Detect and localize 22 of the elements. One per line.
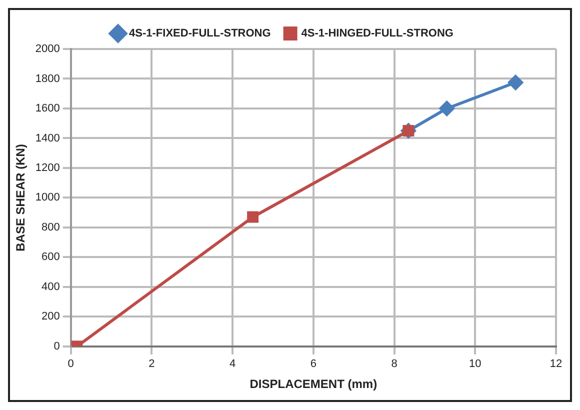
x-tick-label: 10 [469,358,482,370]
x-tick-label: 12 [550,358,562,370]
legend-label: 4S-1-HINGED-FULL-STRONG [301,28,454,40]
x-tick-label: 4 [230,358,236,370]
y-tick-label: 800 [42,221,60,234]
x-axis-title: DISPLACEMENT (mm) [250,377,378,392]
y-tick-label: 1600 [35,102,60,115]
y-tick-label: 600 [42,251,60,264]
y-tick-label: 2000 [35,43,60,56]
y-tick-label: 400 [42,280,60,293]
y-tick-label: 1800 [35,72,60,85]
y-tick-label: 1000 [35,192,60,204]
x-tick-label: 8 [391,358,398,370]
x-tick-label: 6 [310,358,316,370]
y-axis-title: BASE SHEAR (KN) [14,144,28,252]
legend-label: 4S-1-FIXED-FULL-STRONG [129,28,271,40]
x-tick-label: 0 [68,358,74,370]
y-tick-label: 1400 [35,132,60,144]
y-tick-label: 200 [42,310,60,323]
x-tick-label: 2 [148,358,155,370]
y-tick-label: 0 [54,340,60,352]
y-tick-label: 1200 [35,162,60,174]
